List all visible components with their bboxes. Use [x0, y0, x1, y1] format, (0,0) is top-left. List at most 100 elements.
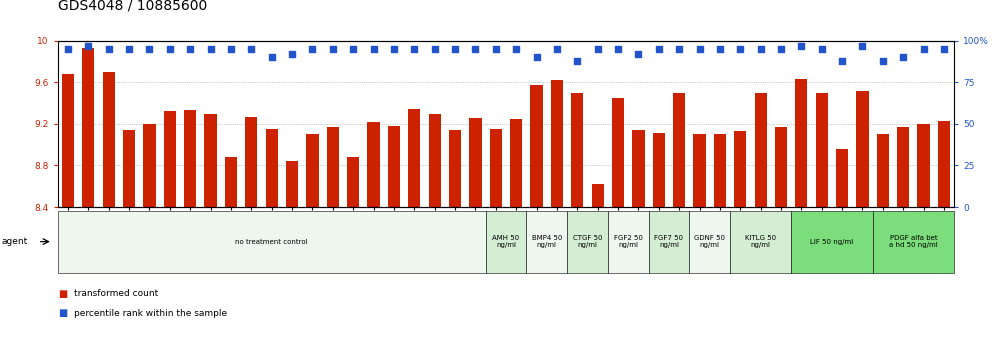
Point [284, 51, 300, 57]
Bar [938, 121, 950, 207]
Point [671, 46, 687, 52]
Text: KITLG 50
ng/ml: KITLG 50 ng/ml [745, 235, 776, 248]
Point [732, 46, 748, 52]
Bar [286, 161, 298, 207]
Point [182, 46, 198, 52]
Text: LIF 50 ng/ml: LIF 50 ng/ml [811, 239, 854, 245]
Bar [876, 134, 889, 207]
Point [264, 55, 280, 60]
Text: FGF2 50
ng/ml: FGF2 50 ng/ml [614, 235, 642, 248]
Bar [387, 126, 400, 207]
Bar [143, 124, 155, 207]
Point [874, 58, 890, 63]
Bar [632, 130, 644, 207]
Bar [123, 130, 135, 207]
Point [161, 46, 178, 52]
Bar [612, 98, 624, 207]
Bar [693, 134, 705, 207]
Bar [592, 184, 604, 207]
Bar [816, 93, 828, 207]
Point [508, 46, 524, 52]
Point [467, 46, 483, 52]
Text: ■: ■ [58, 308, 67, 318]
Point [895, 55, 911, 60]
Point [570, 58, 586, 63]
Bar [449, 130, 461, 207]
Point [915, 46, 931, 52]
Bar [775, 127, 787, 207]
Point [611, 46, 626, 52]
Point [549, 46, 565, 52]
Text: agent: agent [2, 237, 28, 246]
Point [426, 46, 442, 52]
Text: BMP4 50
ng/ml: BMP4 50 ng/ml [532, 235, 562, 248]
Point [814, 46, 830, 52]
Point [325, 46, 341, 52]
Bar [857, 91, 869, 207]
Bar [551, 80, 563, 207]
Bar [469, 118, 481, 207]
Text: ■: ■ [58, 289, 67, 299]
Point [101, 46, 117, 52]
Point [794, 43, 810, 48]
Bar [184, 110, 196, 207]
Point [202, 46, 218, 52]
Bar [490, 129, 502, 207]
Bar [510, 119, 522, 207]
Bar [307, 134, 319, 207]
Bar [652, 133, 665, 207]
Bar [408, 109, 420, 207]
Point [936, 46, 952, 52]
Bar [103, 72, 115, 207]
Text: transformed count: transformed count [74, 289, 158, 298]
Point [650, 46, 666, 52]
Bar [83, 48, 95, 207]
Point [712, 46, 728, 52]
Point [488, 46, 504, 52]
Point [529, 55, 545, 60]
Point [386, 46, 402, 52]
Bar [62, 74, 74, 207]
Point [366, 46, 381, 52]
Bar [734, 131, 746, 207]
Bar [836, 149, 849, 207]
Bar [714, 134, 726, 207]
Point [122, 46, 137, 52]
Point [346, 46, 362, 52]
Text: percentile rank within the sample: percentile rank within the sample [74, 309, 227, 318]
Bar [571, 93, 584, 207]
Bar [428, 114, 441, 207]
Bar [347, 157, 360, 207]
Text: FGF7 50
ng/ml: FGF7 50 ng/ml [654, 235, 683, 248]
Point [60, 46, 76, 52]
Point [691, 46, 707, 52]
Bar [917, 124, 929, 207]
Point [223, 46, 239, 52]
Bar [897, 127, 909, 207]
Point [305, 46, 321, 52]
Bar [327, 127, 339, 207]
Point [590, 46, 606, 52]
Bar [266, 129, 278, 207]
Text: no treatment control: no treatment control [235, 239, 308, 245]
Point [81, 43, 97, 48]
Point [855, 43, 871, 48]
Text: AMH 50
ng/ml: AMH 50 ng/ml [492, 235, 520, 248]
Text: PDGF alfa bet
a hd 50 ng/ml: PDGF alfa bet a hd 50 ng/ml [889, 235, 938, 248]
Bar [368, 122, 379, 207]
Bar [163, 112, 176, 207]
Text: CTGF 50
ng/ml: CTGF 50 ng/ml [573, 235, 603, 248]
Bar [245, 116, 257, 207]
Bar [755, 93, 767, 207]
Point [753, 46, 769, 52]
Text: GDS4048 / 10885600: GDS4048 / 10885600 [58, 0, 207, 12]
Point [243, 46, 259, 52]
Point [141, 46, 157, 52]
Point [447, 46, 463, 52]
Bar [795, 79, 808, 207]
Bar [225, 157, 237, 207]
Bar [673, 93, 685, 207]
Bar [531, 85, 543, 207]
Point [406, 46, 422, 52]
Bar [204, 114, 217, 207]
